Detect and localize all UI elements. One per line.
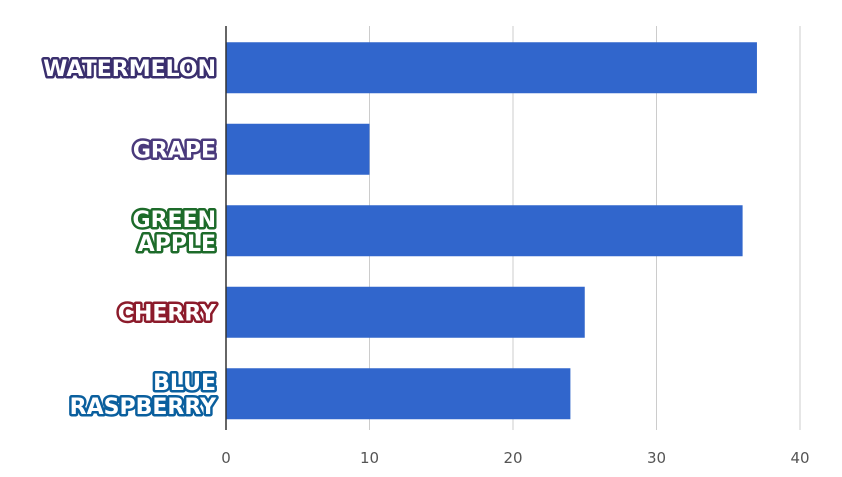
- bar-green-apple: [226, 205, 743, 257]
- x-axis-ticks: 0 10 20 30 40: [221, 449, 809, 467]
- x-tick-label: 30: [647, 449, 666, 467]
- x-tick-label: 0: [221, 449, 231, 467]
- category-label: GRAPE: [133, 138, 216, 163]
- category-label: APPLE: [138, 232, 216, 257]
- category-label: BLUE: [153, 371, 216, 396]
- bar-blue-raspberry: [226, 368, 571, 420]
- x-tick-label: 20: [503, 449, 522, 467]
- bar-cherry: [226, 286, 585, 338]
- category-label: WATERMELON: [43, 57, 216, 82]
- category-label: RASPBERRY: [70, 395, 217, 420]
- bars: [226, 42, 757, 420]
- bar-grape: [226, 123, 370, 175]
- bar-watermelon: [226, 42, 757, 94]
- category-label: CHERRY: [118, 301, 217, 326]
- x-tick-label: 40: [790, 449, 809, 467]
- x-tick-label: 10: [360, 449, 379, 467]
- category-label: GREEN: [133, 208, 216, 233]
